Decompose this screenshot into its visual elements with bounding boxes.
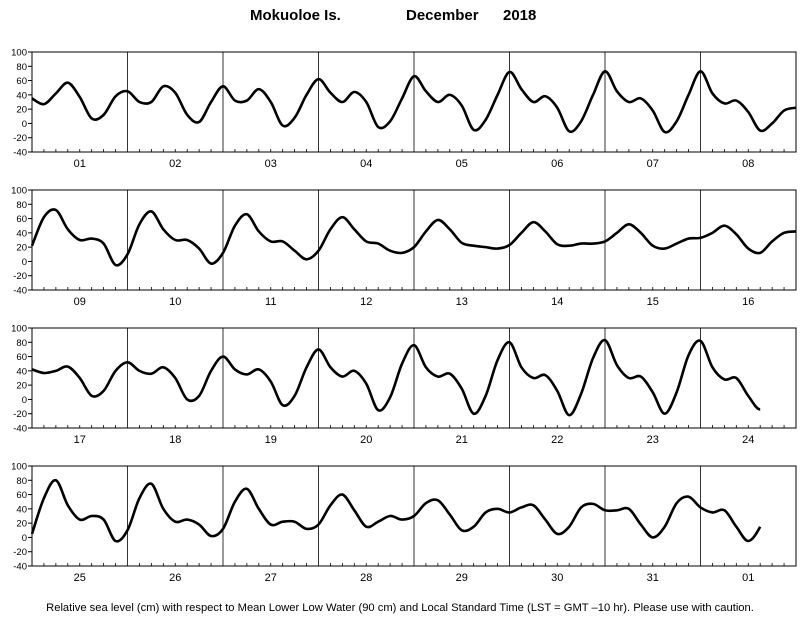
day-label: 28 <box>360 572 372 584</box>
tide-curve <box>31 338 761 417</box>
day-label: 30 <box>551 572 563 584</box>
y-tick-label: 40 <box>16 504 27 515</box>
day-label: 10 <box>169 296 181 308</box>
y-tick-label: 40 <box>16 90 27 101</box>
day-label: 22 <box>551 434 563 446</box>
panel-3: -40 -20 0 20 40 60 80 100 17 18 19 20 21 22 23 24 <box>11 324 797 446</box>
y-tick-label: 0 <box>22 257 27 268</box>
title-year: 2018 <box>503 7 536 24</box>
title-station: Mokuoloe Is. <box>250 7 341 24</box>
day-label: 21 <box>456 434 468 446</box>
y-tick-label: -20 <box>13 547 27 558</box>
y-tick-label: 100 <box>11 324 27 335</box>
y-tick-label: -20 <box>13 271 27 282</box>
day-label: 12 <box>360 296 372 308</box>
y-tick-label: 80 <box>16 62 27 73</box>
y-tick-label: 60 <box>16 352 27 363</box>
y-tick-label: 80 <box>16 200 27 211</box>
day-label: 01 <box>742 572 754 584</box>
y-tick-label: 20 <box>16 519 27 530</box>
day-label: 18 <box>169 434 181 446</box>
y-tick-label: -40 <box>13 562 27 573</box>
tide-curve <box>30 208 797 267</box>
y-tick-label: 60 <box>16 76 27 87</box>
y-tick-label: 40 <box>16 228 27 239</box>
day-label: 27 <box>265 572 277 584</box>
tide-curve <box>30 478 762 543</box>
day-label: 19 <box>265 434 277 446</box>
y-tick-label: 20 <box>16 243 27 254</box>
y-tick-label: -40 <box>13 286 27 297</box>
y-tick-label: 60 <box>16 490 27 501</box>
day-label: 16 <box>742 296 754 308</box>
y-tick-label: 40 <box>16 366 27 377</box>
day-label: 03 <box>265 158 277 170</box>
y-tick-label: 60 <box>16 214 27 225</box>
day-label: 23 <box>647 434 659 446</box>
y-tick-label: 20 <box>16 381 27 392</box>
day-label: 09 <box>74 296 86 308</box>
day-label: 11 <box>265 296 276 308</box>
y-tick-label: 80 <box>16 476 27 487</box>
day-label: 06 <box>551 158 563 170</box>
y-tick-label: -40 <box>13 148 27 159</box>
y-tick-label: 0 <box>22 395 27 406</box>
day-label: 31 <box>647 572 659 584</box>
y-tick-label: 0 <box>22 119 27 130</box>
day-label: 15 <box>647 296 659 308</box>
day-label: 24 <box>742 434 754 446</box>
day-label: 26 <box>169 572 181 584</box>
y-tick-label: 100 <box>11 462 27 473</box>
chart-title: Mokuoloe Is. December 2018 <box>250 7 536 24</box>
panel-4: -40 -20 0 20 40 60 80 100 25 26 27 28 29 30 31 01 <box>11 462 797 584</box>
y-tick-label: 20 <box>16 105 27 116</box>
day-label: 02 <box>169 158 181 170</box>
day-label: 04 <box>360 158 372 170</box>
tide-curve <box>31 69 797 134</box>
day-label: 05 <box>456 158 468 170</box>
y-tick-label: -20 <box>13 133 27 144</box>
day-label: 20 <box>360 434 372 446</box>
day-label: 29 <box>456 572 468 584</box>
y-tick-label: -20 <box>13 409 27 420</box>
panel-1: -40 -20 0 20 40 60 80 100 01 02 03 04 05 06 07 08 <box>11 48 797 170</box>
y-tick-label: 100 <box>11 48 27 59</box>
title-month: December <box>406 7 479 24</box>
day-label: 14 <box>551 296 563 308</box>
day-label: 25 <box>74 572 86 584</box>
footnote: Relative sea level (cm) with respect to … <box>46 602 754 614</box>
y-tick-label: 0 <box>22 533 27 544</box>
y-tick-label: -40 <box>13 424 27 435</box>
y-tick-label: 80 <box>16 338 27 349</box>
day-label: 13 <box>456 296 468 308</box>
day-label: 01 <box>74 158 86 170</box>
panel-2: -40 -20 0 20 40 60 80 100 09 10 11 12 13 14 15 16 <box>11 186 797 308</box>
day-label: 17 <box>74 434 86 446</box>
day-label: 08 <box>742 158 754 170</box>
y-tick-label: 100 <box>11 186 27 197</box>
day-label: 07 <box>647 158 659 170</box>
